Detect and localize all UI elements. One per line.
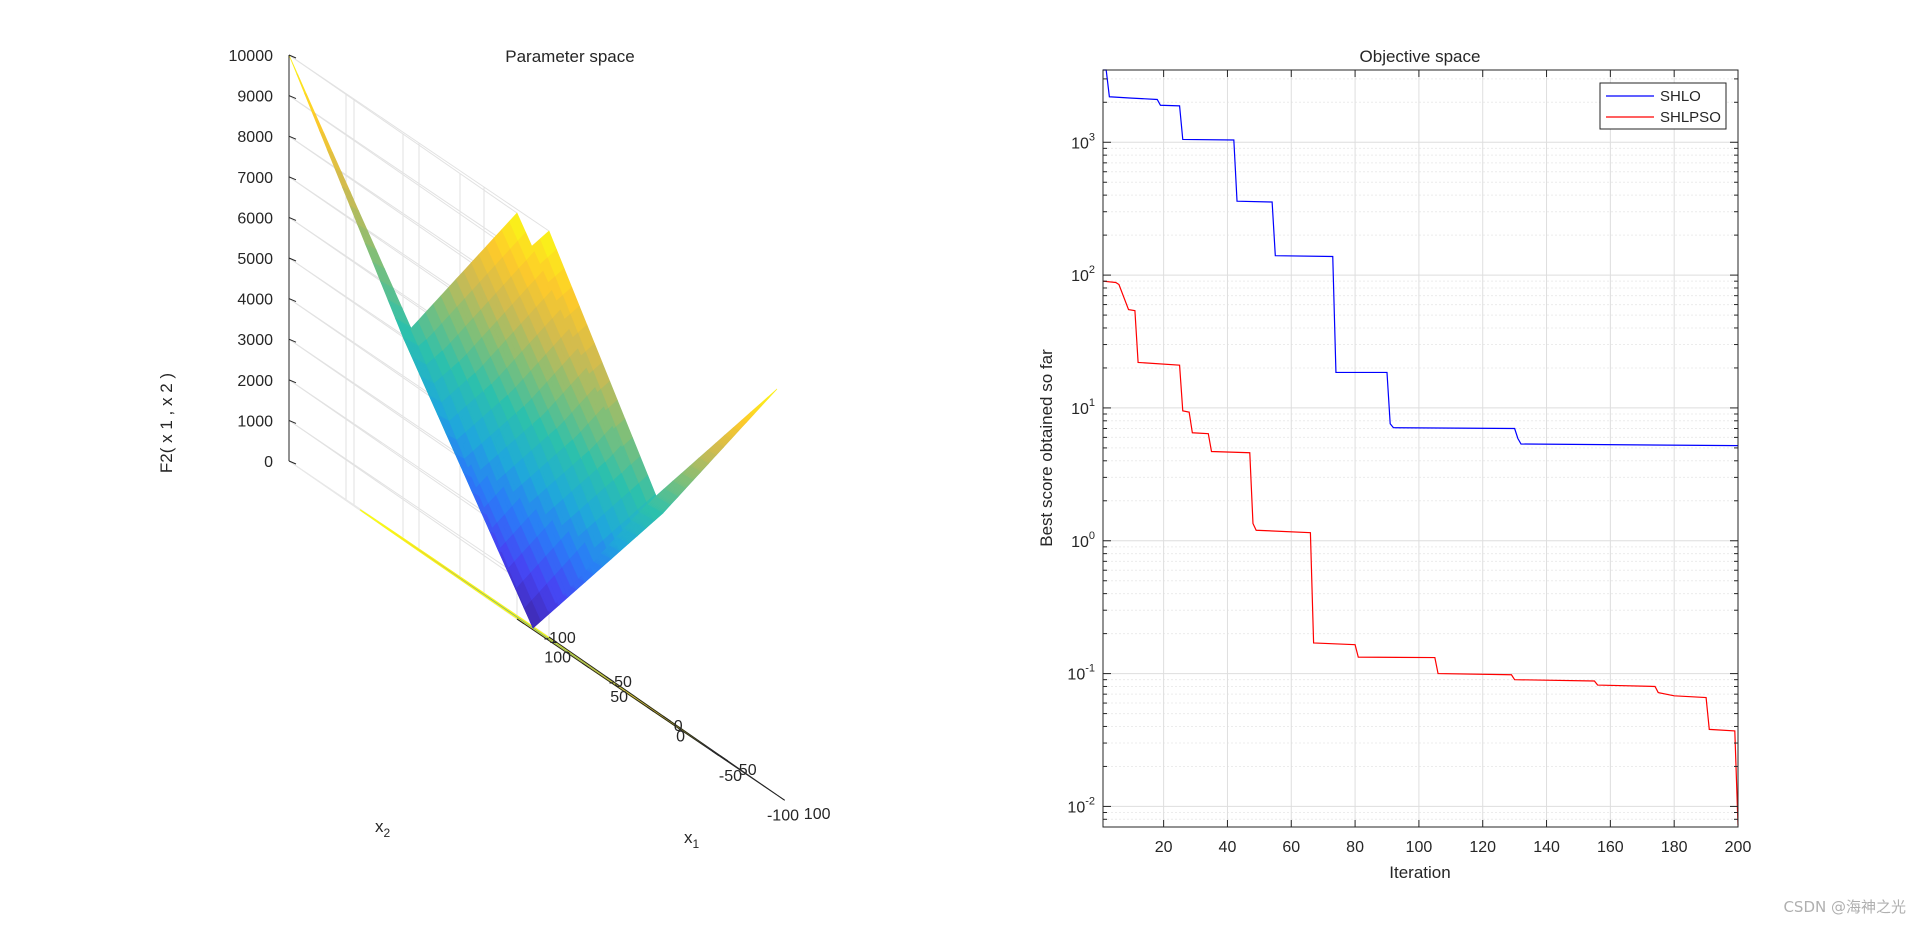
parameter-space-axes: Parameter space 010002000300040005000600… (157, 47, 831, 851)
x1-tick (516, 618, 525, 625)
x2-tick-label: 0 (676, 729, 685, 746)
surface-patch (760, 388, 778, 406)
legend-label-shlpso: SHLPSO (1660, 109, 1721, 126)
z-tick (288, 379, 297, 384)
z-tick (288, 135, 297, 140)
z-tick-label: 3000 (237, 332, 273, 349)
x2-tick (776, 794, 786, 801)
z-tick-label: 4000 (237, 292, 273, 309)
z-tick-label: 5000 (237, 251, 273, 268)
objective-lines (1102, 69, 1739, 826)
objective-y-axis-label: Best score obtained so far (1037, 349, 1056, 547)
x1-tick (711, 750, 720, 757)
legend-box (1599, 82, 1727, 130)
x2-tick-label: -100 (767, 808, 799, 825)
z-tick (288, 176, 297, 181)
z-tick (288, 460, 297, 465)
y-tick-label: 10-2 (1067, 795, 1095, 816)
x2-tick-label: 50 (610, 689, 628, 706)
z-tick-label: 2000 (237, 373, 273, 390)
x1-tick (581, 662, 590, 669)
watermark: CSDN @海神之光 (1783, 898, 1906, 916)
y-tick-label: 10-1 (1067, 663, 1095, 684)
x-tick-label: 160 (1597, 839, 1624, 856)
x-tick-label: 40 (1219, 839, 1237, 856)
legend-label-shlo: SHLO (1660, 88, 1701, 105)
x1-axis-label: x1 (684, 828, 700, 851)
x2-axis-label: x2 (375, 817, 391, 840)
x1-tick-label: 100 (804, 806, 831, 823)
y-tick-label: 102 (1071, 264, 1095, 285)
y-tick-label: 103 (1071, 131, 1095, 152)
z-tick (288, 54, 297, 59)
x-tick-label: 180 (1661, 839, 1688, 856)
x1-tick-label: 50 (739, 762, 757, 779)
x1-tick-label: -50 (609, 674, 632, 691)
z-tick-label: 1000 (237, 413, 273, 430)
x1-tick-label: 0 (674, 718, 683, 735)
z-tick (288, 298, 297, 303)
z-tick (288, 257, 297, 262)
parameter-space-title: Parameter space (505, 47, 634, 66)
x2-tick-label: -50 (719, 768, 742, 785)
surface-contours (359, 509, 707, 747)
x2-tick (662, 715, 672, 722)
x2-tick (605, 676, 615, 683)
z-axis-label: F2( x 1 , x 2 ) (157, 373, 176, 473)
legend: SHLO SHLPSO (1599, 82, 1727, 130)
x1-tick (646, 706, 655, 713)
x-tick-label: 20 (1155, 839, 1173, 856)
x-tick-label: 120 (1469, 839, 1496, 856)
x2-tick (548, 636, 558, 643)
objective-space-title: Objective space (1360, 47, 1481, 66)
x-tick-label: 140 (1533, 839, 1560, 856)
surface-tick-labels: 0100020003000400050006000700080009000100… (229, 48, 831, 825)
series-shlpso-line (1102, 280, 1739, 826)
z-tick-label: 8000 (237, 129, 273, 146)
z-tick-label: 7000 (237, 170, 273, 187)
series-shlo-line (1103, 69, 1739, 447)
x2-tick (719, 755, 729, 762)
x-tick-label: 80 (1346, 839, 1364, 856)
z-tick-label: 10000 (229, 48, 274, 65)
x2-tick-label: 100 (544, 650, 571, 667)
x-tick-label: 60 (1282, 839, 1300, 856)
y-tick-label: 100 (1071, 530, 1095, 551)
z-tick (288, 338, 297, 343)
surface-mesh (288, 54, 778, 629)
z-tick (288, 419, 297, 424)
z-tick (288, 216, 297, 221)
objective-plot-box (1102, 69, 1739, 828)
objective-space-axes: Objective space 20 40 60 80 100 120 140 160 180 2… (1037, 47, 1751, 882)
z-tick (288, 95, 297, 100)
y-tick-label: 101 (1071, 397, 1095, 418)
z-tick-label: 6000 (237, 210, 273, 227)
x1-tick-label: -100 (544, 630, 576, 647)
x-tick-label: 200 (1725, 839, 1752, 856)
x-tick-label: 100 (1406, 839, 1433, 856)
z-tick-label: 9000 (237, 89, 273, 106)
objective-x-axis-label: Iteration (1389, 863, 1450, 882)
z-tick-label: 0 (264, 454, 273, 471)
objective-tick-labels: 20 40 60 80 100 120 140 160 180 200 10-2 10-1 100 101… (1067, 70, 1751, 856)
